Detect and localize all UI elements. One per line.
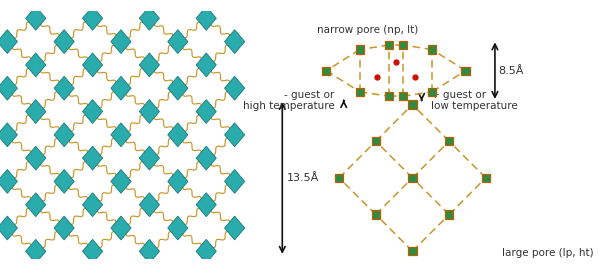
Polygon shape: [54, 170, 74, 193]
Polygon shape: [224, 170, 245, 193]
Text: + guest or
low temperature: + guest or low temperature: [431, 90, 518, 111]
FancyBboxPatch shape: [428, 45, 436, 54]
Polygon shape: [168, 123, 188, 147]
Polygon shape: [26, 53, 46, 77]
Polygon shape: [26, 146, 46, 170]
Polygon shape: [168, 76, 188, 100]
Text: narrow pore (np, lt): narrow pore (np, lt): [317, 25, 418, 35]
Polygon shape: [26, 100, 46, 123]
Polygon shape: [26, 193, 46, 217]
FancyBboxPatch shape: [335, 174, 343, 182]
Text: large pore (lp, ht): large pore (lp, ht): [502, 248, 594, 258]
Polygon shape: [111, 123, 131, 147]
FancyBboxPatch shape: [356, 45, 364, 54]
Polygon shape: [0, 76, 17, 100]
Polygon shape: [196, 146, 216, 170]
Polygon shape: [196, 239, 216, 263]
FancyBboxPatch shape: [322, 66, 331, 75]
FancyBboxPatch shape: [371, 210, 380, 219]
FancyBboxPatch shape: [371, 137, 380, 145]
FancyBboxPatch shape: [356, 87, 364, 96]
Polygon shape: [0, 216, 17, 240]
Polygon shape: [139, 53, 160, 77]
Polygon shape: [168, 30, 188, 53]
Text: 13.5Å: 13.5Å: [287, 173, 319, 183]
Polygon shape: [139, 239, 160, 263]
Polygon shape: [54, 216, 74, 240]
Polygon shape: [82, 53, 103, 77]
Polygon shape: [54, 76, 74, 100]
FancyBboxPatch shape: [409, 174, 416, 182]
Text: 8.5Å: 8.5Å: [499, 66, 524, 76]
Polygon shape: [82, 6, 103, 30]
Polygon shape: [111, 216, 131, 240]
Polygon shape: [139, 100, 160, 123]
Polygon shape: [224, 76, 245, 100]
Polygon shape: [196, 6, 216, 30]
FancyBboxPatch shape: [445, 210, 453, 219]
Polygon shape: [0, 30, 17, 53]
Polygon shape: [26, 239, 46, 263]
FancyBboxPatch shape: [482, 174, 490, 182]
Polygon shape: [224, 216, 245, 240]
FancyBboxPatch shape: [428, 87, 436, 96]
Polygon shape: [196, 53, 216, 77]
Polygon shape: [111, 30, 131, 53]
Polygon shape: [54, 30, 74, 53]
FancyBboxPatch shape: [385, 92, 393, 100]
Polygon shape: [82, 146, 103, 170]
Polygon shape: [111, 170, 131, 193]
Polygon shape: [224, 123, 245, 147]
Text: - guest or
high temperature: - guest or high temperature: [243, 90, 335, 111]
Polygon shape: [139, 6, 160, 30]
FancyBboxPatch shape: [399, 92, 407, 100]
Polygon shape: [54, 123, 74, 147]
FancyBboxPatch shape: [445, 137, 453, 145]
Polygon shape: [139, 193, 160, 217]
FancyBboxPatch shape: [461, 66, 470, 75]
FancyBboxPatch shape: [399, 41, 407, 49]
Polygon shape: [82, 193, 103, 217]
Polygon shape: [0, 170, 17, 193]
Polygon shape: [111, 76, 131, 100]
Polygon shape: [0, 123, 17, 147]
Polygon shape: [139, 146, 160, 170]
Polygon shape: [196, 100, 216, 123]
Polygon shape: [168, 170, 188, 193]
Polygon shape: [224, 30, 245, 53]
Polygon shape: [196, 193, 216, 217]
FancyBboxPatch shape: [409, 100, 416, 109]
FancyBboxPatch shape: [385, 41, 393, 49]
Polygon shape: [82, 239, 103, 263]
Polygon shape: [26, 6, 46, 30]
FancyBboxPatch shape: [409, 247, 416, 255]
Polygon shape: [82, 100, 103, 123]
Polygon shape: [168, 216, 188, 240]
